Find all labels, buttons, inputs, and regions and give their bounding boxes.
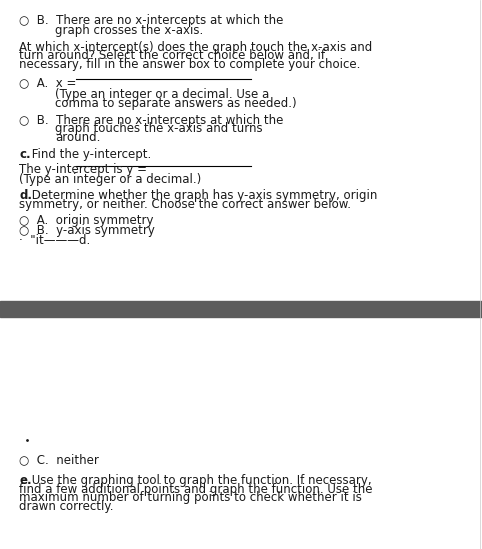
Text: (Type an integer or a decimal. Use a: (Type an integer or a decimal. Use a	[55, 88, 270, 102]
Text: Use the graphing tool to graph the function. If necessary,: Use the graphing tool to graph the funct…	[28, 474, 372, 487]
Text: ○  C.  neither: ○ C. neither	[19, 453, 99, 467]
Text: ○  B.  There are no x-intercepts at which the: ○ B. There are no x-intercepts at which …	[19, 14, 283, 27]
Text: drawn correctly.: drawn correctly.	[19, 500, 114, 513]
Text: d.: d.	[19, 189, 32, 202]
Text: Determine whether the graph has y-axis symmetry, origin: Determine whether the graph has y-axis s…	[28, 189, 377, 202]
Bar	[0, 301, 482, 317]
Text: graph crosses the x-axis.: graph crosses the x-axis.	[55, 24, 204, 37]
Text: (Type an integer or a decimal.): (Type an integer or a decimal.)	[19, 173, 201, 186]
Text: e.: e.	[19, 474, 32, 487]
Text: ○  A.  x =: ○ A. x =	[19, 76, 77, 89]
Text: maximum number of turning points to check whether it is: maximum number of turning points to chec…	[19, 491, 362, 505]
Text: necessary, fill in the answer box to complete your choice.: necessary, fill in the answer box to com…	[19, 58, 361, 71]
Text: turn around? Select the correct choice below and, if: turn around? Select the correct choice b…	[19, 49, 325, 63]
Text: Find the y-intercept.: Find the y-intercept.	[28, 148, 151, 161]
Text: symmetry, or neither. Choose the correct answer below.: symmetry, or neither. Choose the correct…	[19, 198, 351, 211]
Text: At which x-intercept(s) does the graph touch the x-axis and: At which x-intercept(s) does the graph t…	[19, 41, 373, 54]
Text: graph touches the x-axis and turns: graph touches the x-axis and turns	[55, 122, 263, 136]
Text: ·  "it———d.: · "it———d.	[19, 234, 91, 247]
Text: The y-intercept is y =: The y-intercept is y =	[19, 163, 147, 176]
Text: c.: c.	[19, 148, 31, 161]
Text: ○  B.  There are no x-intercepts at which the: ○ B. There are no x-intercepts at which …	[19, 114, 283, 127]
Text: find a few additional points and graph the function. Use the: find a few additional points and graph t…	[19, 483, 373, 496]
Text: comma to separate answers as needed.): comma to separate answers as needed.)	[55, 97, 297, 110]
Text: ○  B.  y-axis symmetry: ○ B. y-axis symmetry	[19, 224, 155, 237]
Text: ○  A.  origin symmetry: ○ A. origin symmetry	[19, 214, 154, 227]
Text: around.: around.	[55, 131, 101, 144]
